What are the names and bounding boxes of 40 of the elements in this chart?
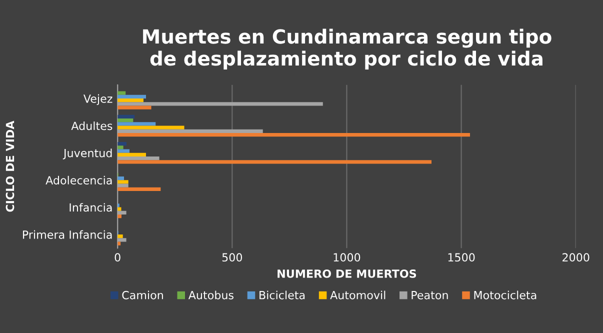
bar	[118, 242, 121, 246]
bar	[118, 176, 124, 180]
bar	[118, 91, 126, 95]
legend-label: Autobus	[188, 290, 234, 300]
bar	[118, 180, 128, 184]
bar	[118, 118, 134, 122]
bar	[118, 160, 432, 164]
bar	[118, 122, 156, 126]
y-tick-label: Adultes	[71, 121, 112, 130]
legend-label: Peaton	[412, 291, 448, 300]
bar	[118, 149, 130, 153]
bar	[118, 234, 123, 238]
bar	[118, 114, 135, 118]
bar	[118, 132, 470, 137]
bar	[118, 126, 184, 130]
chart-title: Muertes en Cundinamarca segun tipo de desplazamiento por ciclo de vida	[143, 28, 552, 70]
x-tick-label: 500	[222, 253, 242, 262]
x-axis-title: NUMERO DE MUERTOS	[278, 269, 416, 278]
bar	[118, 152, 146, 157]
x-tick-label: 1500	[448, 253, 475, 262]
legend-label: Camion	[122, 290, 163, 300]
bar	[118, 187, 161, 191]
bar	[118, 146, 124, 150]
bar	[118, 98, 144, 102]
y-tick-label: Primera Infancia	[23, 230, 112, 239]
x-tick-label: 0	[114, 253, 120, 262]
y-tick-label: Juventud	[62, 148, 112, 160]
bar	[118, 142, 127, 146]
legend-label: Bicicleta	[260, 290, 305, 300]
x-tick-label: 1000	[334, 253, 360, 262]
legend-label: Motocicleta	[474, 290, 536, 300]
bar	[118, 207, 122, 211]
bar	[118, 106, 152, 110]
y-tick-label: Vejez	[83, 94, 112, 106]
legend-label: Automovil	[330, 290, 386, 300]
bar	[118, 94, 146, 99]
y-tick-label: Adolecencia	[46, 176, 112, 184]
y-axis-title: CICLO DE VIDA	[6, 120, 14, 212]
y-tick-label: Infancia	[70, 203, 112, 212]
x-tick-label: 2000	[562, 253, 590, 262]
